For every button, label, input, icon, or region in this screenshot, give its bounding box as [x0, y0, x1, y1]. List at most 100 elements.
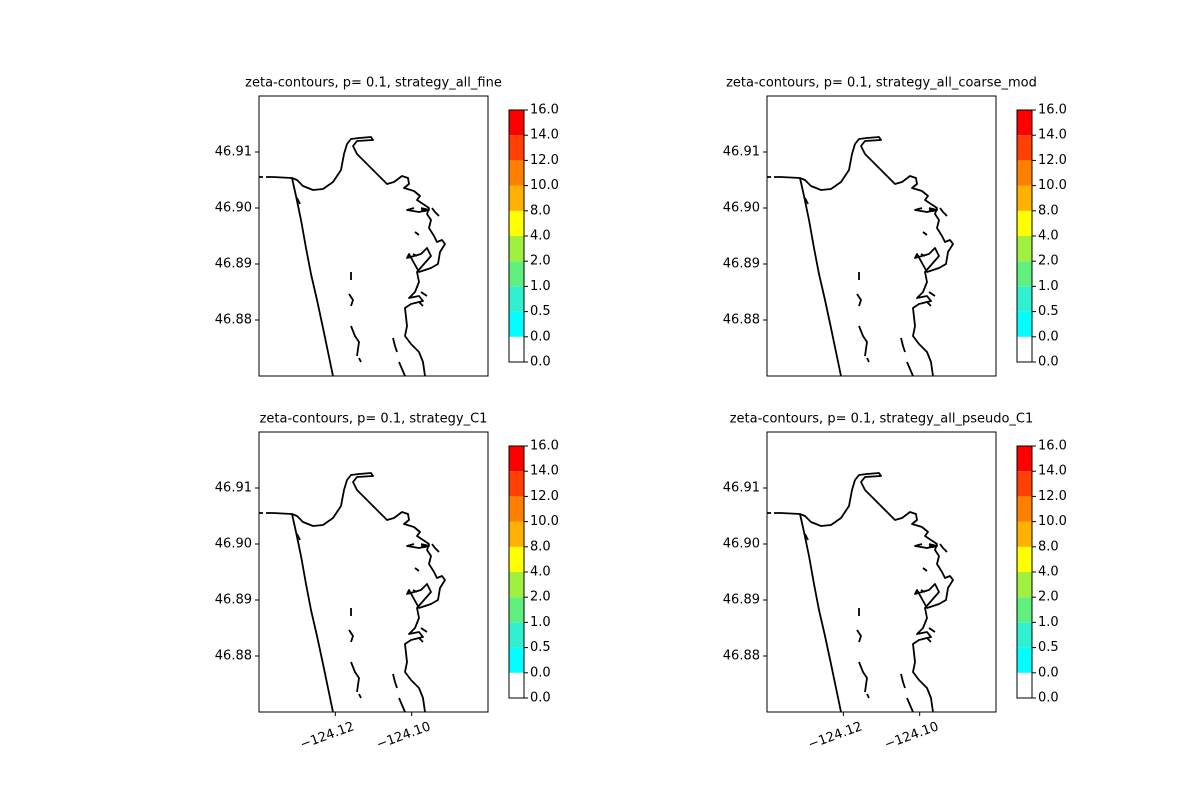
colorbar-tick-label: 8.0: [530, 203, 551, 218]
colorbar-tick-label: 10.0: [530, 514, 559, 529]
y-tick-label: 46.90: [723, 537, 760, 552]
colorbar-tick-label: 14.0: [1038, 464, 1067, 479]
coastline-contour: [296, 197, 440, 257]
coastline: [767, 472, 954, 712]
coastline-contour: [392, 337, 406, 376]
y-tick-label: 46.91: [723, 145, 760, 160]
y-tick-label: 46.89: [215, 257, 252, 272]
colorbar-segment: [509, 336, 524, 362]
colorbar-tick-label: 12.0: [1038, 153, 1067, 168]
colorbar-segment: [1017, 261, 1032, 287]
coastline: [259, 136, 446, 376]
colorbar-tick-label: 0.0: [530, 355, 551, 370]
colorbar-segment: [509, 597, 524, 623]
coastline-contour: [799, 513, 842, 712]
y-tick-label: 46.88: [215, 649, 252, 664]
colorbar-segment: [509, 311, 524, 337]
axes-frame: [258, 95, 489, 377]
colorbar-segment: [1017, 597, 1032, 623]
colorbar-tick-label: 0.0: [530, 691, 551, 706]
colorbar-segment: [509, 160, 524, 186]
colorbar-tick-label: 12.0: [1038, 489, 1067, 504]
colorbar-segment: [1017, 311, 1032, 337]
colorbar-segment: [1017, 210, 1032, 236]
colorbar-segment: [509, 471, 524, 497]
colorbar-tick-label: 0.5: [530, 640, 551, 655]
axes-frame: [766, 95, 997, 377]
colorbar-segment: [1017, 336, 1032, 362]
y-tick-label: 46.90: [215, 537, 252, 552]
coastline-contour: [296, 533, 440, 593]
colorbar-tick-label: 10.0: [1038, 514, 1067, 529]
colorbar-segment: [509, 135, 524, 161]
colorbar-tick-label: 8.0: [1038, 539, 1059, 554]
colorbar-tick-label: 8.0: [1038, 203, 1059, 218]
coastline-contour: [418, 627, 428, 643]
y-tick-label: 46.89: [723, 593, 760, 608]
colorbar-segment: [509, 446, 524, 472]
colorbar-tick-label: 1.0: [530, 615, 551, 630]
coastline: [767, 136, 954, 376]
colorbar-tick-label: 2.0: [530, 254, 551, 269]
coastline-contour: [348, 608, 362, 699]
colorbar-segment: [1017, 672, 1032, 698]
colorbar-segment: [509, 546, 524, 572]
colorbar-tick-label: 1.0: [530, 279, 551, 294]
colorbar-segment: [1017, 622, 1032, 648]
subplot-title: zeta-contours, p= 0.1, strategy_C1: [260, 412, 488, 427]
colorbar-tick-label: 0.5: [1038, 640, 1059, 655]
subplot-title: zeta-contours, p= 0.1, strategy_all_fine: [245, 76, 502, 91]
colorbar-segment: [509, 521, 524, 547]
colorbar-tick-label: 16.0: [1038, 439, 1067, 454]
colorbar-tick-label: 4.0: [1038, 565, 1059, 580]
subplot-title: zeta-contours, p= 0.1, strategy_all_coar…: [726, 76, 1037, 91]
colorbar-segment: [509, 210, 524, 236]
colorbar-segment: [509, 647, 524, 673]
y-tick-label: 46.91: [723, 481, 760, 496]
y-tick-label: 46.90: [723, 201, 760, 216]
coastline-contour: [291, 513, 334, 712]
colorbar-tick-label: 0.0: [1038, 665, 1059, 680]
island: [421, 544, 427, 548]
coastline-contour: [804, 197, 948, 257]
coastline-contour: [418, 291, 428, 307]
colorbar-segment: [509, 236, 524, 262]
colorbar-tick-label: 10.0: [530, 178, 559, 193]
colorbar-tick-label: 14.0: [1038, 128, 1067, 143]
colorbar-tick-label: 12.0: [530, 153, 559, 168]
colorbar-tick-label: 12.0: [530, 489, 559, 504]
colorbar-tick-label: 0.5: [530, 304, 551, 319]
coastline-contour: [900, 673, 914, 712]
colorbar-tick-label: 14.0: [530, 128, 559, 143]
colorbar-segment: [509, 110, 524, 136]
colorbar-tick-label: 10.0: [1038, 178, 1067, 193]
y-tick-label: 46.88: [215, 313, 252, 328]
colorbar-tick-label: 8.0: [530, 539, 551, 554]
coastline-contour: [348, 272, 362, 363]
colorbar-tick-label: 0.0: [1038, 329, 1059, 344]
coastline-contour: [291, 177, 334, 376]
coastline-contour: [804, 533, 948, 593]
y-tick-label: 46.91: [215, 145, 252, 160]
subplot: zeta-contours, p= 0.1, strategy_all_pseu…: [723, 412, 1067, 753]
colorbar-segment: [1017, 647, 1032, 673]
subplot-title: zeta-contours, p= 0.1, strategy_all_pseu…: [730, 412, 1034, 427]
colorbar-segment: [509, 622, 524, 648]
y-tick-label: 46.90: [215, 201, 252, 216]
colorbar-segment: [509, 672, 524, 698]
colorbar-segment: [1017, 546, 1032, 572]
colorbar-segment: [1017, 236, 1032, 262]
coastline-contour: [392, 673, 406, 712]
coastline-contour: [856, 272, 870, 363]
colorbar-tick-label: 16.0: [1038, 103, 1067, 118]
colorbar-tick-label: 0.0: [1038, 355, 1059, 370]
colorbar-tick-label: 16.0: [530, 103, 559, 118]
colorbar-tick-label: 14.0: [530, 464, 559, 479]
colorbar-tick-label: 4.0: [530, 229, 551, 244]
colorbar-tick-label: 1.0: [1038, 615, 1059, 630]
colorbar-segment: [509, 496, 524, 522]
island: [421, 208, 427, 212]
colorbar-segment: [509, 572, 524, 598]
colorbar-tick-label: 1.0: [1038, 279, 1059, 294]
